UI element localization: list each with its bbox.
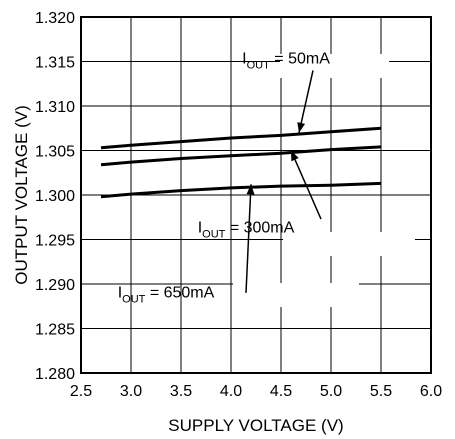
- y-tick-label: 1.290: [35, 277, 75, 294]
- series-line-2: [100, 145, 382, 167]
- annotation-symbol: I: [242, 50, 246, 67]
- y-tick-label: 1.310: [35, 99, 75, 116]
- plot-frame: [80, 16, 432, 374]
- x-tick-label: 5.5: [370, 383, 392, 400]
- x-axis-title: SUPPLY VOLTAGE (V): [168, 416, 343, 435]
- arrowhead-icon: [246, 184, 255, 195]
- x-tick-label: 4.0: [220, 383, 242, 400]
- y-axis-title: OUTPUT VOLTAGE (V): [12, 105, 31, 284]
- annotation-background: [233, 283, 359, 307]
- annotation-background: [283, 232, 415, 256]
- y-tick-label: 1.320: [35, 10, 75, 27]
- y-tick-label: 1.285: [35, 322, 75, 339]
- series-annotation-1: IOUT = 50mA: [242, 50, 330, 71]
- series-line-3: [100, 181, 382, 199]
- y-tick-label: 1.300: [35, 188, 75, 205]
- annotation-subscript: OUT: [247, 59, 271, 71]
- y-tick-label: 1.295: [35, 233, 75, 250]
- arrowhead-icon: [297, 122, 306, 133]
- y-tick-label: 1.315: [35, 55, 75, 72]
- tick-labels: 2.5 3.0 3.5 4.0 4.5 5.0 5.5 6.0 1.280 1.285 1.290 1…: [35, 10, 442, 400]
- series-annotation-3: IOUT = 650mA: [118, 284, 215, 305]
- x-tick-label: 2.5: [70, 383, 92, 400]
- annotation-value: = 650mA: [145, 284, 214, 301]
- arrowhead-icon: [291, 150, 299, 162]
- annotation-leader-line: [298, 70, 314, 133]
- annotation-value: = 300mA: [225, 219, 294, 236]
- x-tick-label: 5.0: [320, 383, 342, 400]
- annotation-value: = 50mA: [270, 50, 330, 67]
- annotation-background: [280, 54, 389, 78]
- series-line-1: [100, 126, 382, 150]
- x-tick-label: 6.0: [420, 383, 442, 400]
- series-lines: [100, 126, 382, 199]
- annotation-symbol: I: [118, 284, 122, 301]
- x-tick-label: 3.5: [170, 383, 192, 400]
- annotation-leader-line: [245, 184, 252, 293]
- annotation-subscript: OUT: [122, 293, 146, 305]
- x-tick-label: 4.5: [270, 383, 292, 400]
- y-tick-label: 1.305: [35, 144, 75, 161]
- x-tick-label: 3.0: [120, 383, 142, 400]
- annotation-leader-line: [290, 150, 322, 220]
- annotation-subscript: OUT: [202, 228, 226, 240]
- series-annotation-2: IOUT = 300mA: [198, 219, 295, 240]
- annotation-symbol: I: [198, 219, 202, 236]
- y-tick-label: 1.280: [35, 366, 75, 383]
